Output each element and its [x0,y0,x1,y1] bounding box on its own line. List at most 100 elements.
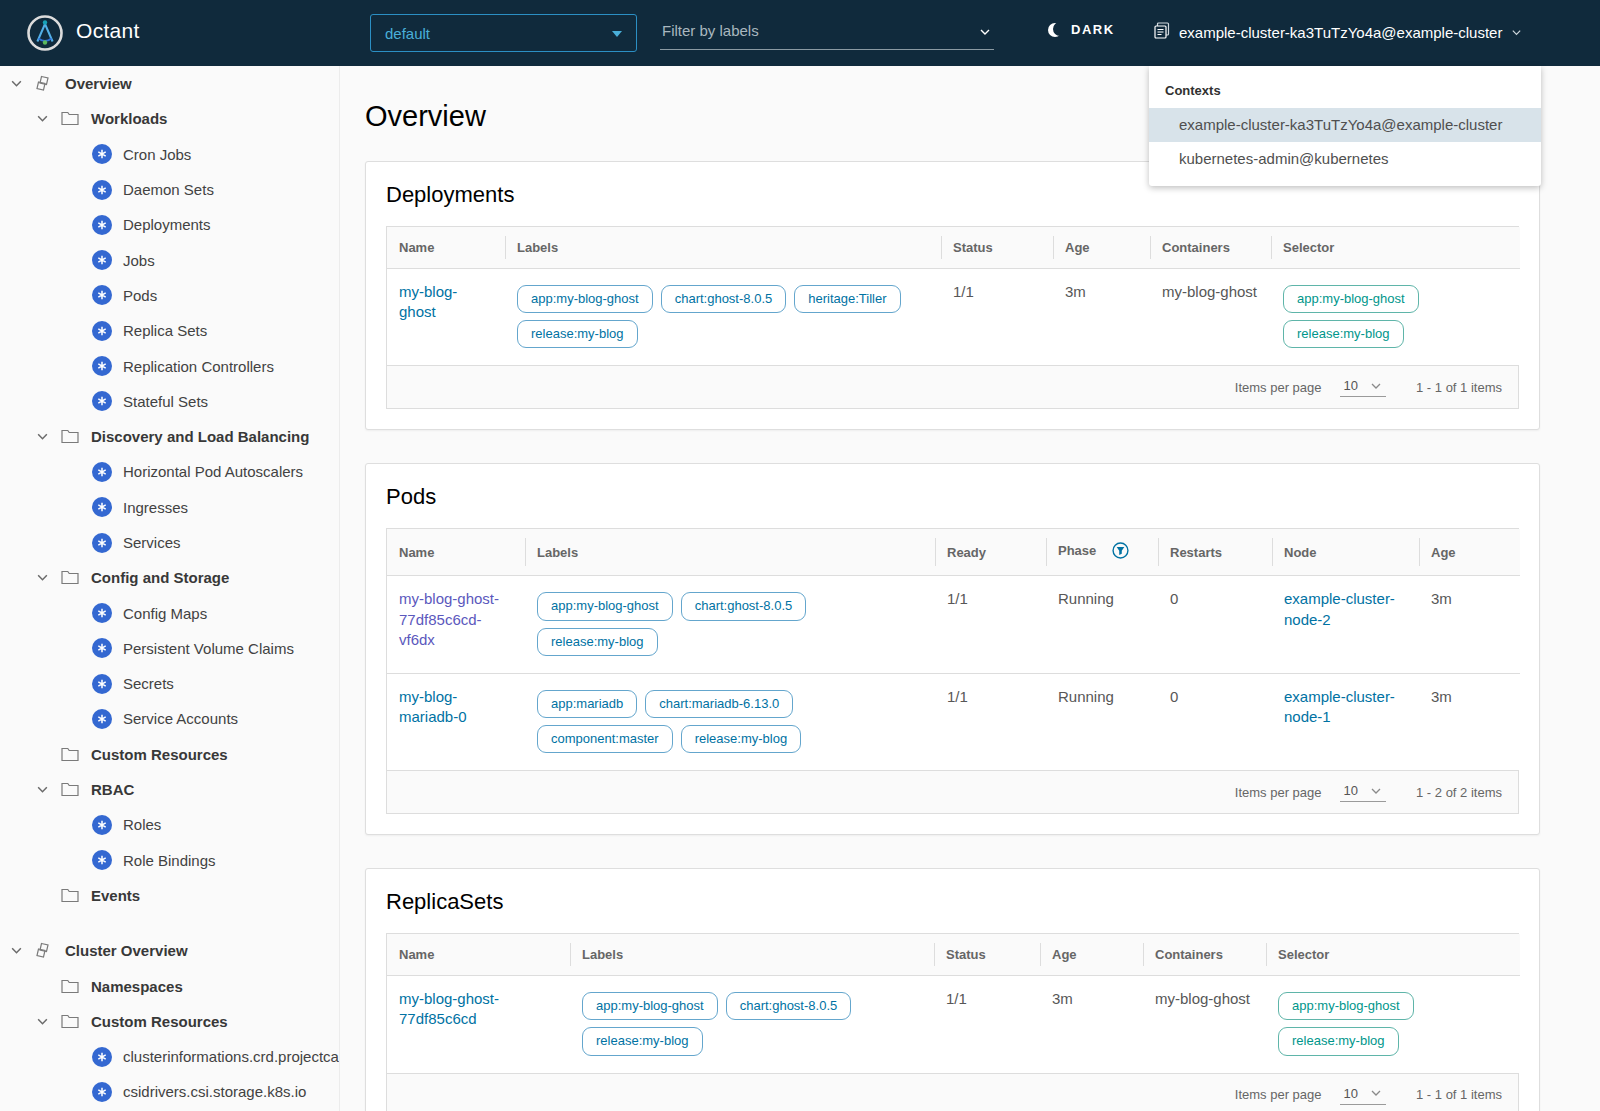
table-cell: 1/1 [941,269,1053,366]
sidebar-item-daemon-sets[interactable]: Daemon Sets [0,172,339,207]
label-pill[interactable]: chart:ghost-8.0.5 [726,992,852,1020]
folder-icon [61,111,80,126]
label-pill[interactable]: component:master [537,725,673,753]
secrets-icon [92,674,112,694]
sidebar-item-jobs[interactable]: Jobs [0,242,339,277]
sidebar-item-label: Replica Sets [123,322,207,339]
column-header-name: Name [387,934,570,976]
sidebar-item-label: Jobs [123,252,155,269]
chevron-down-icon[interactable] [10,77,26,90]
sidebar-item-config-and-storage[interactable]: Config and Storage [0,560,339,595]
cell-text: my-blog-ghost [1162,283,1257,300]
sidebar-item-clusterinformations-crd-projectcalico-org[interactable]: clusterinformations.crd.projectcalico.or… [0,1039,339,1074]
label-pill[interactable]: app:mariadb [537,690,637,718]
label-pill[interactable]: app:my-blog-ghost [582,992,718,1020]
sidebar-item-custom-resources[interactable]: Custom Resources [0,1004,339,1039]
sidebar-item-label: Cluster Overview [65,942,188,959]
sidebar-item-discovery-and-load-balancing[interactable]: Discovery and Load Balancing [0,419,339,454]
persistent-volume-claims-icon [92,638,112,658]
chevron-down-icon[interactable] [978,25,992,43]
sidebar-item-pods[interactable]: Pods [0,278,339,313]
chevron-down-icon[interactable] [36,783,52,796]
sidebar-item-workloads[interactable]: Workloads [0,101,339,136]
label-pill[interactable]: chart:mariadb-6.13.0 [645,690,793,718]
chevron-down-icon[interactable] [36,112,52,125]
sidebar-item-label: Discovery and Load Balancing [91,428,309,445]
sidebar-item-replica-sets[interactable]: Replica Sets [0,313,339,348]
table-cell: 3m [1419,576,1520,673]
main-content: Overview DeploymentsNameLabelsStatusAgeC… [341,66,1600,1111]
label-pill[interactable]: release:my-blog [582,1027,703,1055]
folder-icon [61,888,80,903]
resource-link[interactable]: example-cluster-node-2 [1284,590,1395,627]
sidebar-item-horizontal-pod-autoscalers[interactable]: Horizontal Pod Autoscalers [0,454,339,489]
context-chooser-label: example-cluster-ka3TuTzYo4a@example-clus… [1179,24,1502,41]
sidebar-item-roles[interactable]: Roles [0,807,339,842]
label-pill[interactable]: app:my-blog-ghost [537,592,673,620]
sidebar-item-events[interactable]: Events [0,878,339,913]
page-size-selector[interactable]: 10 [1340,782,1386,802]
top-navbar: Octant default DARK example-cluster-ka3T… [0,0,1600,66]
sidebar-item-label: Overview [65,75,132,92]
table-cell: my-blog-mariadb-0 [387,673,525,770]
sidebar-item-config-maps[interactable]: Config Maps [0,595,339,630]
label-pill[interactable]: release:my-blog [681,725,802,753]
items-per-page-label: Items per page [1235,785,1322,800]
label-pill[interactable]: heritage:Tiller [794,285,900,313]
sidebar-item-role-bindings[interactable]: Role Bindings [0,843,339,878]
resource-link[interactable]: my-blog-ghost-77df85c6cd [399,990,499,1027]
table-cell: 1/1 [935,576,1046,673]
sidebar-item-label: RBAC [91,781,134,798]
sidebar-item-replication-controllers[interactable]: Replication Controllers [0,348,339,383]
deployments-table: NameLabelsStatusAgeContainersSelectormy-… [386,226,1519,409]
sidebar-item-deployments[interactable]: Deployments [0,207,339,242]
context-option-example-cluster-ka3tutzyo4a-example-cluster[interactable]: example-cluster-ka3TuTzYo4a@example-clus… [1149,108,1541,142]
namespace-selector[interactable]: default [370,14,637,52]
chevron-down-icon[interactable] [36,1015,52,1028]
sidebar-item-stateful-sets[interactable]: Stateful Sets [0,384,339,419]
replica-sets-icon [92,321,112,341]
sidebar-item-overview[interactable]: Overview [0,66,339,101]
cell-text: 1/1 [946,990,967,1007]
label-pill[interactable]: release:my-blog [537,628,658,656]
filter-funnel-icon[interactable] [1112,547,1129,562]
resource-link[interactable]: my-blog-mariadb-0 [399,688,467,725]
label-filter-input[interactable] [660,16,994,49]
label-pill[interactable]: release:my-blog [517,320,638,348]
column-header-age: Age [1053,227,1150,269]
sidebar-item-ingresses[interactable]: Ingresses [0,490,339,525]
label-pill[interactable]: app:my-blog-ghost [517,285,653,313]
selector-pill: release:my-blog [1278,1027,1399,1055]
deployments-icon [92,215,112,235]
chevron-down-icon[interactable] [36,430,52,443]
theme-toggle-button[interactable]: DARK [1048,22,1115,37]
sidebar-item-label: Stateful Sets [123,393,208,410]
sidebar-item-persistent-volume-claims[interactable]: Persistent Volume Claims [0,631,339,666]
context-option-kubernetes-admin-kubernetes[interactable]: kubernetes-admin@kubernetes [1149,142,1541,176]
chevron-down-icon[interactable] [10,944,26,957]
label-pill[interactable]: chart:ghost-8.0.5 [681,592,807,620]
column-header-labels: Labels [525,529,935,576]
sidebar-item-csidrivers-csi-storage-k8s-io[interactable]: csidrivers.csi.storage.k8s.io [0,1074,339,1109]
resource-link[interactable]: example-cluster-node-1 [1284,688,1395,725]
sidebar-item-custom-resources[interactable]: Custom Resources [0,737,339,772]
page-size-selector[interactable]: 10 [1340,1085,1386,1105]
resource-link[interactable]: my-blog-ghost [399,283,457,320]
sidebar-item-service-accounts[interactable]: Service Accounts [0,701,339,736]
sidebar-item-services[interactable]: Services [0,525,339,560]
ingresses-icon [92,497,112,517]
sidebar-item-cluster-overview[interactable]: Cluster Overview [0,933,339,968]
resource-link[interactable]: my-blog-ghost-77df85c6cd-vf6dx [399,590,499,648]
sidebar-item-secrets[interactable]: Secrets [0,666,339,701]
chevron-down-icon[interactable] [36,571,52,584]
sidebar-item-cron-jobs[interactable]: Cron Jobs [0,137,339,172]
sidebar-item-label: Service Accounts [123,710,238,727]
table-cell: example-cluster-node-1 [1272,673,1419,770]
page-size-selector[interactable]: 10 [1340,377,1386,397]
context-chooser-button[interactable]: example-cluster-ka3TuTzYo4a@example-clus… [1154,22,1522,43]
table-cell: 0 [1158,673,1272,770]
sidebar-item-namespaces[interactable]: Namespaces [0,968,339,1003]
sidebar-item-rbac[interactable]: RBAC [0,772,339,807]
table-cell: my-blog-ghost [1150,269,1271,366]
label-pill[interactable]: chart:ghost-8.0.5 [661,285,787,313]
